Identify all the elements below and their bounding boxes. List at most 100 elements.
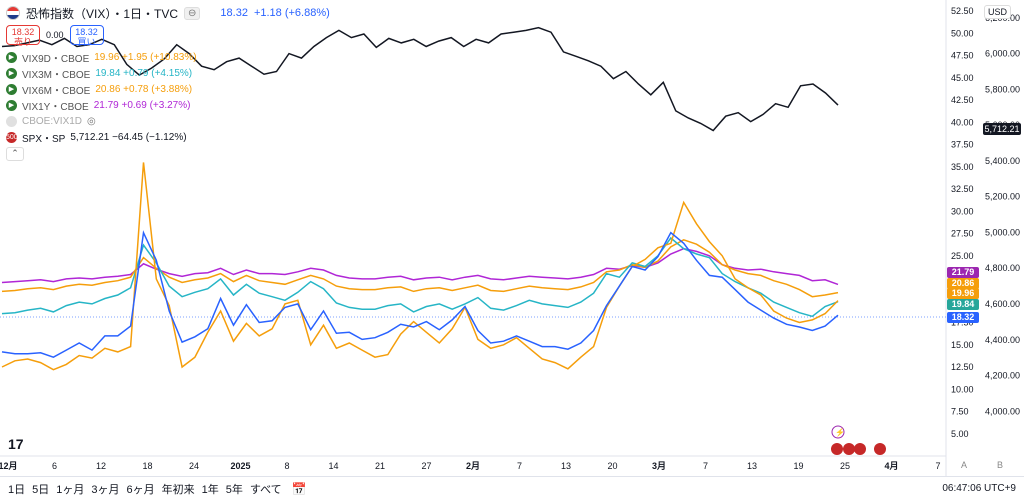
- range-all[interactable]: すべて: [249, 484, 282, 496]
- time-tick-label: 2025: [230, 461, 250, 471]
- series-values: 20.86 +0.78 (+3.88%): [95, 83, 193, 95]
- visibility-toggle-icon[interactable]: ⊖: [184, 6, 201, 20]
- series-name: CBOE:VIX1D: [22, 115, 83, 127]
- range-1m[interactable]: 1ヶ月: [56, 484, 85, 496]
- legend-item-vix1y[interactable]: ▶ VIX1Y・CBOE 21.79 +0.69 (+3.27%): [6, 97, 330, 113]
- us-flag-icon: [843, 443, 855, 455]
- vix-tick-label: 32.50: [951, 184, 974, 194]
- spx-tick-label: 4,000.00: [985, 406, 1020, 416]
- price-tag-vix: 18.32: [947, 312, 979, 323]
- range-5d[interactable]: 5日: [32, 484, 50, 496]
- time-tick-label: 7: [517, 461, 522, 471]
- time-tick-label: 3月: [652, 461, 666, 471]
- spx-tick-label: 5,400.00: [985, 156, 1020, 166]
- series-name: VIX1Y・CBOE: [22, 101, 89, 113]
- play-icon: ▶: [6, 67, 17, 79]
- series-line-4[interactable]: [1, 162, 839, 371]
- calendar-goto-icon[interactable]: 📅: [291, 482, 307, 496]
- series-line-3[interactable]: [1, 236, 839, 318]
- series-line-2[interactable]: [1, 238, 839, 298]
- buy-label: 買い: [77, 37, 96, 47]
- collapse-legend-button[interactable]: ⌃: [6, 147, 24, 161]
- vix-tick-label: 50.00: [951, 28, 974, 38]
- us-flag-icon: [874, 443, 886, 455]
- series-line-1[interactable]: [1, 247, 839, 286]
- time-tick-label: 4月: [884, 461, 898, 471]
- clock-readout[interactable]: 06:47:06 UTC+9: [942, 483, 1016, 494]
- time-tick-label: 13: [561, 461, 571, 471]
- tradingview-logo[interactable]: 17: [8, 436, 24, 452]
- time-tick-label: 12: [96, 461, 106, 471]
- vix-axis: 52.50 50.00 47.50 45.00 42.50 40.00 37.50 35.00…: [951, 6, 974, 439]
- chart-legend: 恐怖指数（VIX）・1日・TVC ⊖ 18.32 +1.18 (+6.88%) …: [6, 4, 330, 161]
- series-line-5[interactable]: [1, 230, 839, 359]
- legend-item-vix6m[interactable]: ▶ VIX6M・CBOE 20.86 +0.78 (+3.88%): [6, 81, 330, 97]
- spx-tick-label: 4,600.00: [985, 299, 1020, 309]
- vix-tick-label: 10.00: [951, 384, 974, 394]
- price-tag-spx: 5,712.21: [983, 123, 1021, 135]
- eye-off-icon[interactable]: ◎: [87, 115, 96, 127]
- currency-selector[interactable]: USD: [984, 5, 1012, 19]
- event-markers: ⚡: [831, 425, 886, 455]
- time-tick-label: 6: [52, 461, 57, 471]
- time-tick-label: 25: [840, 461, 850, 471]
- buy-button[interactable]: 18.32 買い: [69, 25, 104, 47]
- legend-item-vix3m[interactable]: ▶ VIX3M・CBOE 19.84 +0.79 (+4.15%): [6, 65, 330, 81]
- time-tick-label: 20: [607, 461, 617, 471]
- vix-tick-label: 25.00: [951, 251, 974, 261]
- spx-tick-label: 5,800.00: [985, 84, 1020, 94]
- log-scale-button[interactable]: B: [997, 460, 1004, 470]
- range-ytd[interactable]: 年初来: [161, 484, 195, 496]
- us-flag-icon: [854, 443, 866, 455]
- vix-tick-label: 42.50: [951, 95, 974, 105]
- us-flag-icon: [831, 443, 843, 455]
- vix-tick-label: 35.00: [951, 162, 974, 172]
- spx-tick-label: 5,200.00: [985, 192, 1020, 202]
- legend-item-vix1d[interactable]: CBOE:VIX1D ◎: [6, 113, 330, 129]
- time-tick-label: 21: [375, 461, 385, 471]
- range-6m[interactable]: 6ヶ月: [126, 484, 155, 496]
- auto-scale-button[interactable]: A: [961, 460, 968, 470]
- vix-tick-label: 30.00: [951, 206, 974, 216]
- time-tick-label: 13: [747, 461, 757, 471]
- spx-axis: 6,200.006,000.005,800.005,600.005,400.00…: [985, 13, 1020, 416]
- play-icon: ▶: [6, 83, 17, 95]
- series-values: 19.84 +0.79 (+4.15%): [95, 67, 193, 79]
- range-5y[interactable]: 5年: [225, 484, 243, 496]
- series-values: 5,712.21 −64.45 (−1.12%): [70, 131, 187, 143]
- range-1y[interactable]: 1年: [201, 484, 219, 496]
- time-tick-label: 2月: [466, 461, 480, 471]
- legend-item-spx[interactable]: 500 SPX・SP 5,712.21 −64.45 (−1.12%): [6, 129, 330, 145]
- range-3m[interactable]: 3ヶ月: [91, 484, 120, 496]
- time-tick-label: 12月: [0, 461, 18, 471]
- time-tick-label: 7: [935, 461, 940, 471]
- vix-tick-label: 15.00: [951, 340, 974, 350]
- us-flag-icon: [6, 6, 20, 20]
- time-tick-label: 18: [142, 461, 152, 471]
- time-tick-label: 27: [421, 461, 431, 471]
- time-tick-label: 24: [189, 461, 199, 471]
- time-tick-label: 19: [793, 461, 803, 471]
- vix-tick-label: 45.00: [951, 73, 974, 83]
- spx-tick-label: 6,000.00: [985, 49, 1020, 59]
- time-tick-label: 7: [703, 461, 708, 471]
- price-tag-vix1y: 21.79: [947, 267, 979, 278]
- series-name: VIX6M・CBOE: [22, 85, 91, 97]
- spx-tick-label: 5,000.00: [985, 228, 1020, 238]
- price-tag-vix9d: 19.96: [947, 288, 979, 299]
- vix-tick-label: 40.00: [951, 117, 974, 127]
- time-tick-label: 8: [284, 461, 289, 471]
- time-tick-label: 14: [328, 461, 338, 471]
- main-series-header[interactable]: 恐怖指数（VIX）・1日・TVC ⊖ 18.32 +1.18 (+6.88%): [6, 4, 330, 22]
- legend-item-vix9d[interactable]: ▶ VIX9D・CBOE 19.96 +1.95 (+10.83%): [6, 49, 330, 65]
- range-1d[interactable]: 1日: [8, 484, 26, 496]
- play-icon: ▶: [6, 51, 17, 63]
- vix-tick-label: 27.50: [951, 229, 974, 239]
- event-marker-lightning: [831, 425, 845, 439]
- series-line-0[interactable]: [1, 26, 839, 132]
- series-name: VIX3M・CBOE: [22, 69, 91, 81]
- series-layer: [1, 26, 839, 371]
- sell-button[interactable]: 18.32 売り: [6, 25, 40, 47]
- buy-price: 18.32: [75, 27, 98, 37]
- sell-label: 売り: [13, 37, 32, 47]
